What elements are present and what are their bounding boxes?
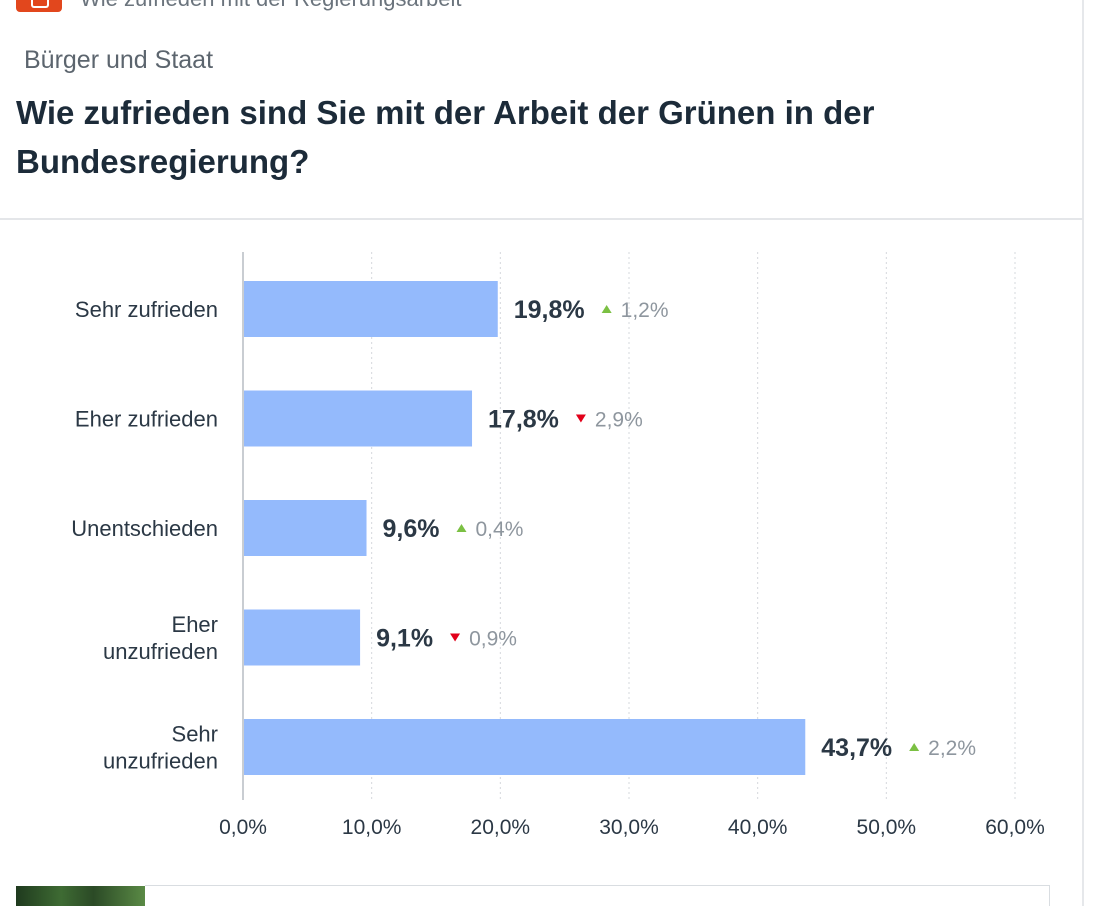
value-label: 17,8% [488,406,559,434]
change-label: 0,9% [469,628,517,651]
category-label: Eher unzufrieden [103,612,218,664]
arrow-up-icon [601,305,612,313]
value-label: 9,1% [376,625,433,653]
change-label: 0,4% [476,518,524,541]
x-tick-label: 20,0% [471,816,531,839]
brand-logo [16,0,62,12]
change-label: 1,2% [621,299,669,322]
category-label: Unentschieden [71,516,218,541]
value-label: 9,6% [383,515,440,543]
bar [244,609,361,666]
bar [244,719,806,775]
bar [244,500,367,556]
article-thumbnail[interactable] [16,886,145,906]
change-label: 2,2% [928,737,976,760]
x-tick-label: 10,0% [342,816,402,839]
x-tick-label: 0,0% [219,816,267,839]
x-tick-label: 30,0% [599,816,659,839]
bar [244,390,473,447]
x-tick-label: 50,0% [857,816,917,839]
category-label: Sehr zufrieden [75,297,218,322]
cut-off-heading: Wie zufrieden mit der Regierungsarbeit [80,0,462,12]
value-label: 19,8% [514,296,585,324]
arrow-down-icon [450,633,461,642]
divider [0,218,1083,220]
category-label: Bürger und Staat [24,46,214,74]
category-label: Sehr unzufrieden [103,722,218,774]
x-tick-label: 60,0% [985,816,1045,839]
bar [244,281,498,337]
x-tick-label: 40,0% [728,816,788,839]
poll-question: Wie zufrieden sind Sie mit der Arbeit de… [16,94,875,180]
results-chart: Sehr zufrieden 19,8% 1,2% Eher zufrieden 17,… [71,252,1045,839]
arrow-up-icon [909,743,920,751]
arrow-down-icon [575,414,586,423]
article-card[interactable] [145,885,1050,906]
arrow-up-icon [456,524,467,532]
category-label: Eher zufrieden [75,407,218,432]
change-label: 2,9% [595,409,643,432]
value-label: 43,7% [821,734,892,762]
right-border [1082,0,1084,906]
